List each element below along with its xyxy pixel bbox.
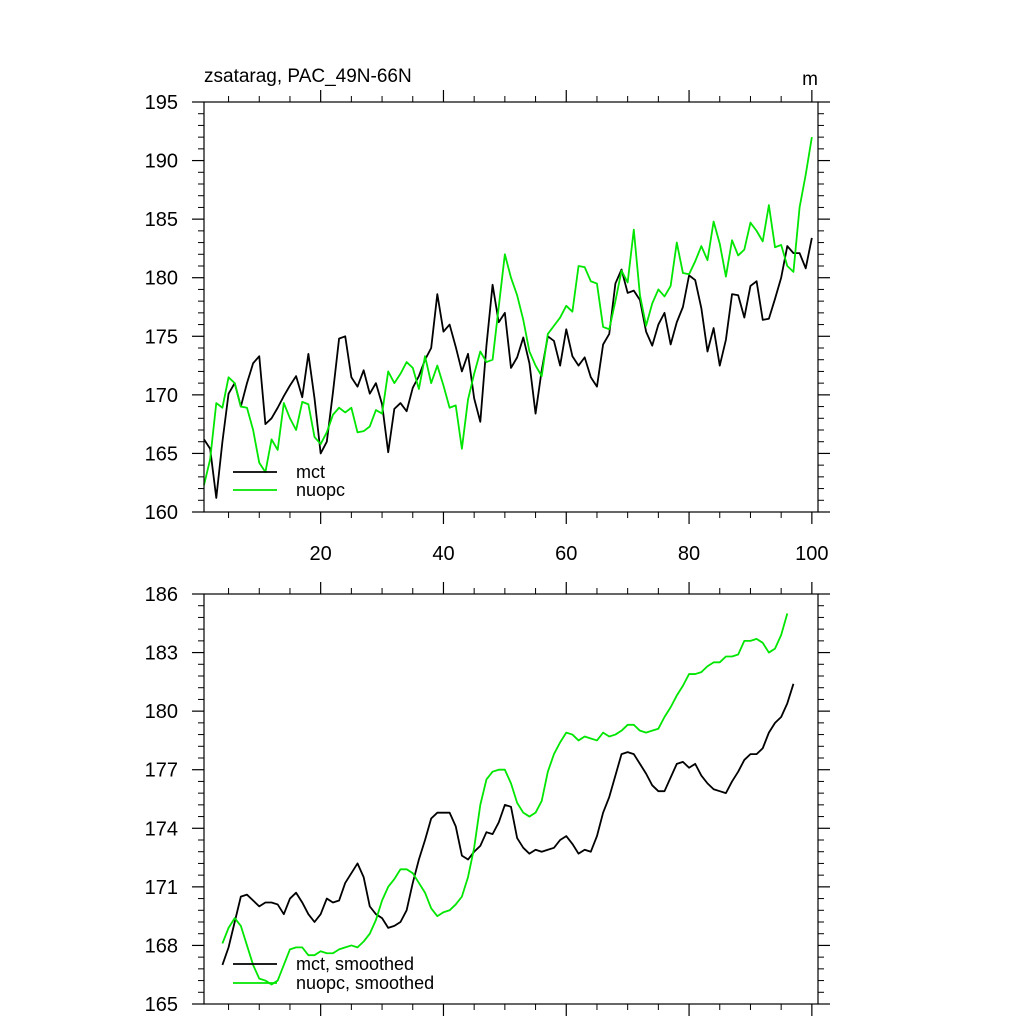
legend: mct, smoothed nuopc, smoothed [233, 954, 434, 993]
panel-bottom: 165 168 171 174 177 180 183 186 mct, smoothed n… [145, 582, 830, 1016]
series-line-nuopc-smoothed [221, 613, 789, 986]
legend: mct nuopc [233, 462, 345, 500]
axis-ticks: 160 165 170 175 180 185 190 195 20 40 60 80 100 [145, 90, 830, 565]
series-line-mct [203, 237, 813, 499]
legend-label-mct: mct [296, 462, 325, 482]
ytick-label: 171 [145, 877, 178, 899]
chart-title: zsatarag, PAC_49N-66N [204, 66, 412, 87]
ytick-label: 174 [145, 818, 178, 840]
ytick-label: 177 [145, 760, 178, 782]
xtick-label: 80 [678, 543, 700, 565]
xtick-label: 20 [310, 543, 332, 565]
ytick-label: 168 [145, 935, 178, 957]
legend-label-nuopc: nuopc [296, 480, 345, 500]
legend-label-nuopc-smoothed: nuopc, smoothed [296, 973, 434, 993]
series-lines [221, 613, 795, 986]
series-line-nuopc [203, 136, 813, 486]
ytick-label: 183 [145, 643, 178, 665]
legend-label-mct-smoothed: mct, smoothed [296, 954, 414, 974]
plot-frame [203, 101, 819, 513]
ytick-label: 180 [145, 701, 178, 723]
ytick-label: 175 [145, 326, 178, 348]
ytick-label: 186 [145, 584, 178, 606]
ytick-label: 170 [145, 385, 178, 407]
ytick-label: 195 [145, 92, 178, 114]
ytick-label: 165 [145, 443, 178, 465]
plot-frame [203, 593, 819, 1005]
panel-top: zsatarag, PAC_49N-66N m 1601651701751801… [145, 66, 830, 565]
units-label: m [802, 69, 818, 90]
xtick-label: 100 [795, 543, 828, 565]
ytick-label: 180 [145, 268, 178, 290]
axis-ticks: 165 168 171 174 177 180 183 186 [145, 582, 830, 1016]
series-line-mct-smoothed [221, 683, 795, 966]
ytick-label: 165 [145, 994, 178, 1016]
ytick-label: 190 [145, 151, 178, 173]
series-lines [203, 136, 813, 499]
xtick-label: 40 [432, 543, 454, 565]
xtick-label: 60 [555, 543, 577, 565]
ytick-label: 185 [145, 209, 178, 231]
ytick-label: 160 [145, 502, 178, 524]
